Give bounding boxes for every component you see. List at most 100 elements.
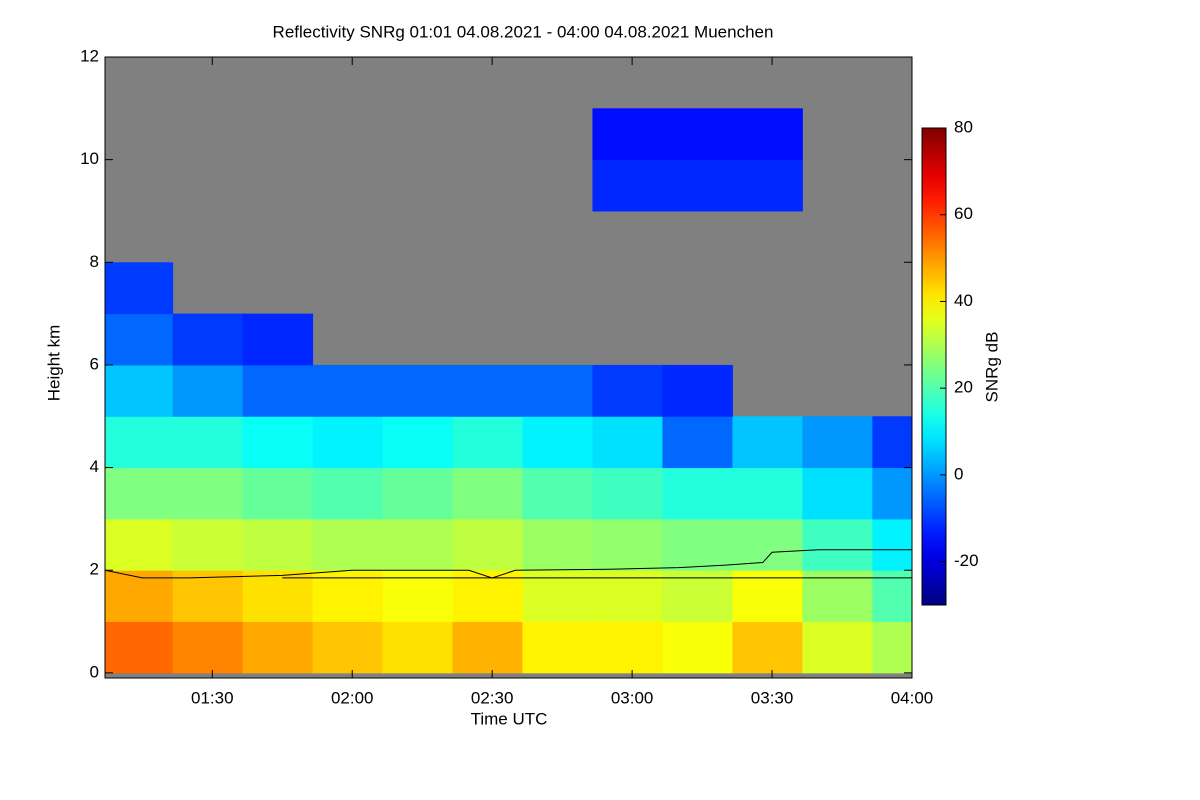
heat-cell	[662, 108, 733, 161]
heat-cell	[105, 518, 174, 571]
heat-cell	[312, 467, 384, 520]
heat-cell	[592, 467, 663, 520]
heat-cell	[172, 364, 244, 417]
heat-cell	[312, 570, 384, 623]
heat-cell	[172, 416, 244, 469]
heat-cell	[732, 416, 803, 469]
heat-cell	[105, 416, 174, 469]
heat-cell	[452, 364, 523, 417]
heat-cell	[872, 416, 912, 469]
heat-cell	[382, 467, 454, 520]
heat-cell	[382, 518, 454, 571]
y-tick-label: 4	[90, 457, 99, 476]
heat-cell	[522, 621, 593, 674]
heat-cell	[592, 570, 663, 623]
y-tick-label: 0	[90, 662, 99, 681]
colorbar-tick-label: 0	[954, 464, 963, 483]
y-axis-label: Height km	[44, 325, 63, 402]
heat-cell	[732, 621, 803, 674]
colorbar	[921, 127, 947, 606]
heat-cell	[592, 518, 663, 571]
heat-cell	[105, 364, 174, 417]
heat-cell	[662, 159, 733, 212]
x-tick-label: 03:30	[751, 688, 794, 707]
heat-cell	[382, 570, 454, 623]
plot-frame	[104, 56, 913, 679]
heat-cell	[242, 518, 314, 571]
x-tick-label: 03:00	[611, 688, 654, 707]
heat-cell	[312, 416, 384, 469]
colorbar-tick-label: 40	[954, 291, 973, 310]
heat-cell	[732, 159, 803, 212]
heat-cell	[172, 570, 244, 623]
plot-area	[105, 57, 912, 678]
heat-cell	[522, 518, 593, 571]
heat-cell	[382, 621, 454, 674]
y-tick-label: 8	[90, 252, 99, 271]
boundary-line	[105, 549, 912, 579]
heat-cell	[522, 570, 593, 623]
colorbar-tick-label: 20	[954, 378, 973, 397]
heat-cell	[172, 313, 244, 366]
heat-cell	[105, 467, 174, 520]
heat-cell	[592, 416, 663, 469]
chart-title: Reflectivity SNRg 01:01 04.08.2021 - 04:…	[273, 22, 774, 41]
heat-cell	[172, 467, 244, 520]
heat-cell	[172, 621, 244, 674]
heat-cell	[105, 262, 174, 315]
heat-cell	[802, 416, 873, 469]
heat-cell	[242, 364, 314, 417]
heat-cell	[872, 518, 912, 571]
heat-cell	[732, 108, 803, 161]
heat-cell	[242, 467, 314, 520]
heat-cell	[242, 313, 314, 366]
heat-cell	[172, 518, 244, 571]
colorbar-tick-label: 60	[954, 204, 973, 223]
heat-cell	[312, 621, 384, 674]
y-tick-label: 2	[90, 560, 99, 579]
heat-cell	[592, 621, 663, 674]
heat-cell	[522, 364, 593, 417]
heat-cell	[312, 518, 384, 571]
colorbar-tick-label: 80	[954, 117, 973, 136]
heat-cell	[592, 108, 663, 161]
axes: 01:30 02:00 02:30 03:00 03:30 04:00 0 2 4 6 8 10 12 -…	[80, 46, 979, 707]
heat-cell	[382, 364, 454, 417]
x-tick-label: 02:00	[331, 688, 374, 707]
heat-cell	[662, 416, 733, 469]
heat-cell	[522, 467, 593, 520]
heat-cell	[592, 159, 663, 212]
heat-cell	[522, 416, 593, 469]
heat-cell	[452, 416, 523, 469]
heat-cell	[105, 621, 174, 674]
x-tick-label: 04:00	[891, 688, 934, 707]
heat-cell	[452, 621, 523, 674]
heat-cell	[592, 364, 663, 417]
heat-cell	[662, 621, 733, 674]
heat-cell	[242, 570, 314, 623]
heat-cell	[662, 364, 733, 417]
heat-cell	[662, 467, 733, 520]
heat-cell	[312, 364, 384, 417]
heat-cell	[872, 621, 912, 674]
heat-cell	[452, 570, 523, 623]
heat-cell	[662, 518, 733, 571]
heat-cell	[872, 467, 912, 520]
heat-cell	[802, 570, 873, 623]
heat-cell	[732, 518, 803, 571]
heat-cell	[732, 570, 803, 623]
heat-cell	[802, 518, 873, 571]
heat-cell	[452, 518, 523, 571]
heat-cell	[802, 621, 873, 674]
heat-cell	[105, 313, 174, 366]
y-tick-label: 10	[80, 149, 99, 168]
x-tick-label: 01:30	[191, 688, 234, 707]
heat-cell	[732, 467, 803, 520]
heat-cell	[105, 570, 174, 623]
x-tick-label: 02:30	[471, 688, 514, 707]
y-tick-label: 12	[80, 46, 99, 65]
colorbar-label: SNRg dB	[982, 332, 1001, 403]
heat-cell	[662, 570, 733, 623]
colorbar-tick-label: -20	[954, 551, 979, 570]
